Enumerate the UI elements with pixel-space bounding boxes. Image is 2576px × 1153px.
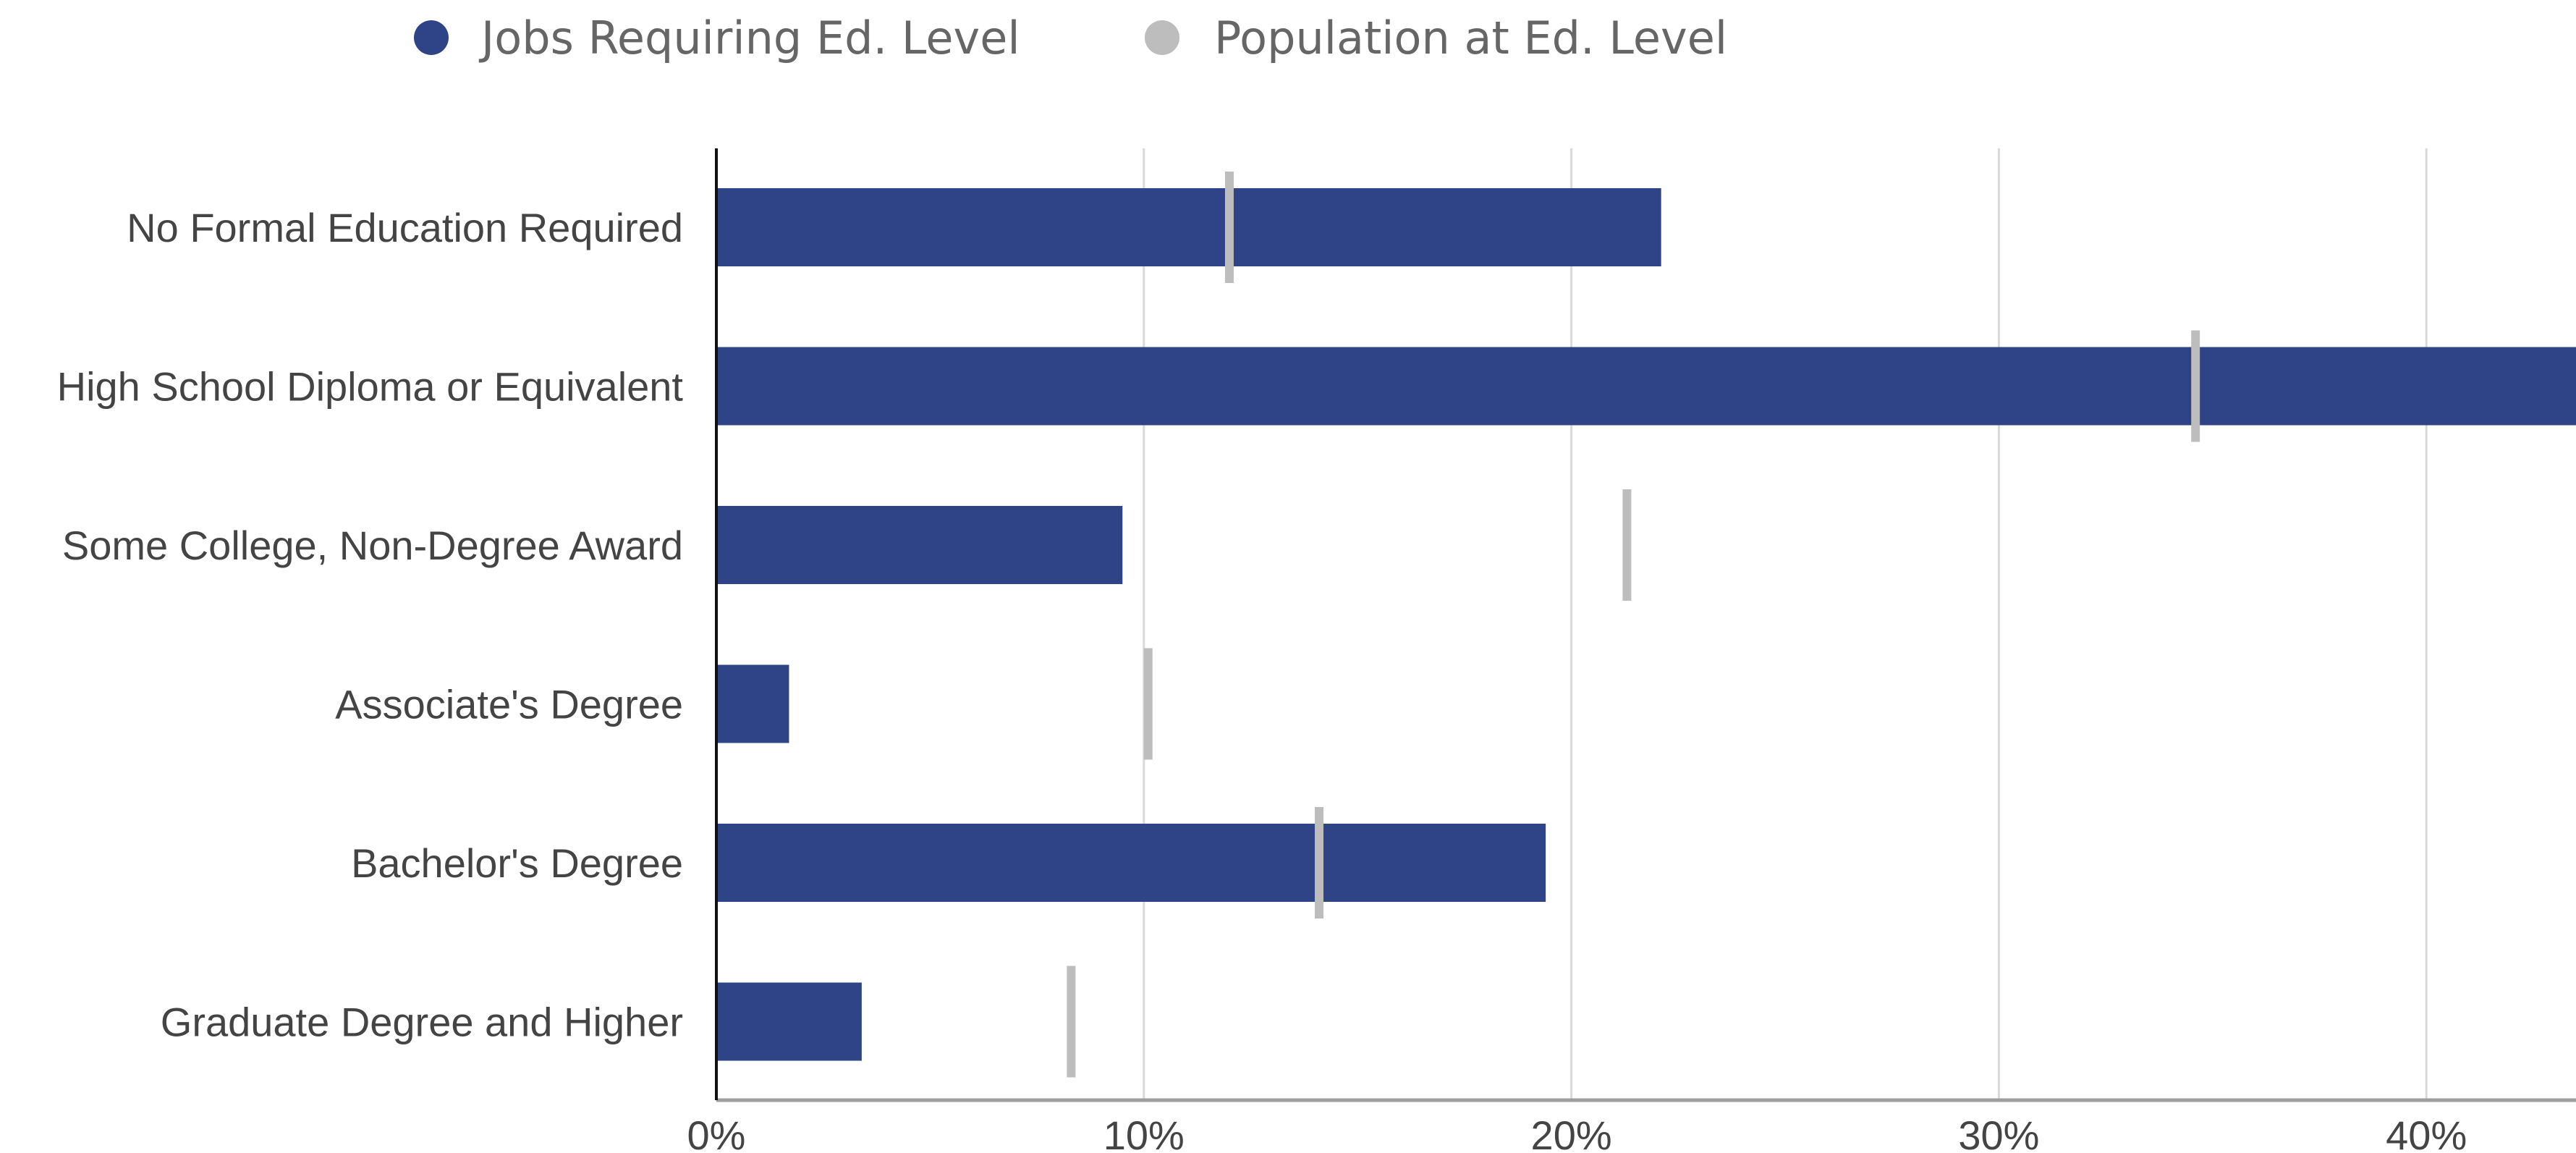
plot-area: No Formal Education Required High School … (57, 148, 2576, 1153)
bar-jobs[interactable] (716, 347, 2576, 426)
bar-jobs[interactable] (716, 664, 789, 743)
bar-jobs[interactable] (716, 982, 862, 1061)
x-tick-label: 10% (1103, 1112, 1185, 1153)
bar-jobs[interactable] (716, 188, 1661, 266)
tick-population[interactable] (2191, 330, 2200, 442)
category-label: Some College, Non-Degree Award (62, 523, 683, 568)
bar-jobs[interactable] (716, 506, 1123, 584)
legend-label-population: Population at Ed. Level (1214, 12, 1727, 64)
legend-marker-jobs (414, 20, 449, 55)
tick-population[interactable] (1315, 807, 1324, 918)
tick-population[interactable] (1067, 966, 1076, 1078)
legend-marker-population (1145, 20, 1179, 55)
tick-population[interactable] (1224, 172, 1234, 283)
legend-item-jobs[interactable]: Jobs Requiring Ed. Level (414, 12, 1020, 64)
x-tick-label: 20% (1531, 1112, 1612, 1153)
category-label: High School Diploma or Equivalent (57, 364, 684, 410)
tick-population[interactable] (1622, 489, 1632, 601)
category-label: Graduate Degree and Higher (161, 1000, 683, 1045)
legend: Jobs Requiring Ed. Level Population at E… (414, 12, 1727, 64)
category-label: Associate's Degree (335, 682, 683, 727)
category-label: Bachelor's Degree (351, 840, 683, 886)
tick-population[interactable] (1143, 648, 1153, 760)
x-tick-label: 30% (1958, 1112, 2039, 1153)
x-tick-label: 40% (2386, 1112, 2467, 1153)
legend-item-population[interactable]: Population at Ed. Level (1145, 12, 1727, 64)
category-label: No Formal Education Required (127, 205, 683, 250)
legend-label-jobs: Jobs Requiring Ed. Level (478, 12, 1020, 64)
x-tick-label: 0% (687, 1112, 746, 1153)
bar-jobs[interactable] (716, 824, 1546, 902)
